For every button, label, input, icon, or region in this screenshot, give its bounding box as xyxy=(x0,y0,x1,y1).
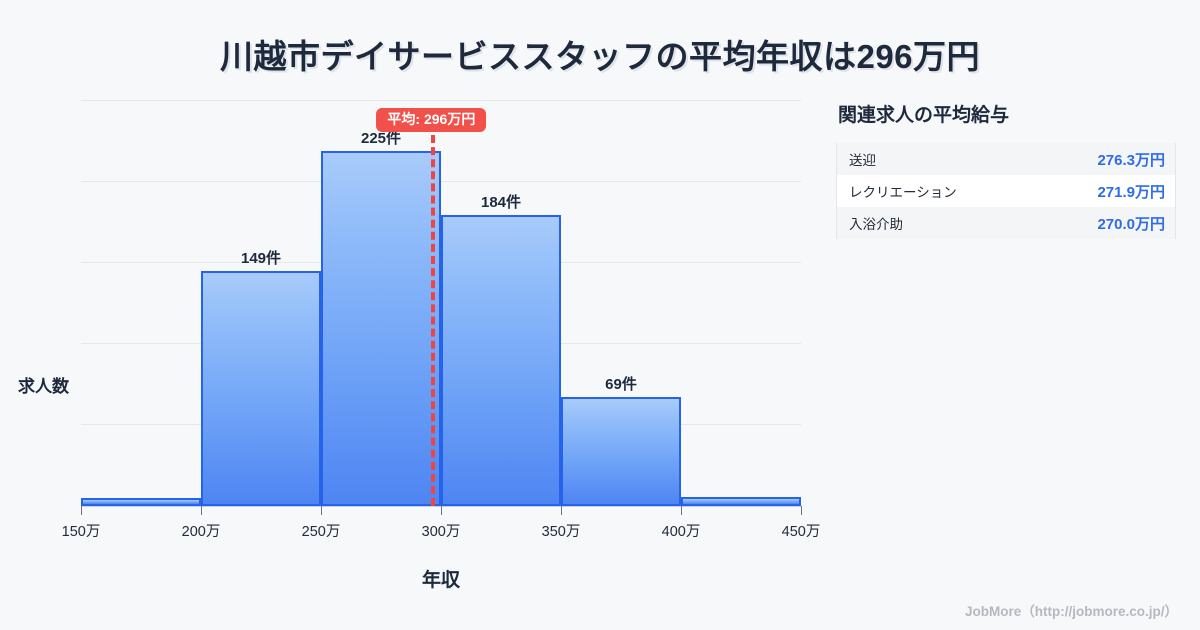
related-salary-value: 270.0万円 xyxy=(1097,215,1165,233)
x-axis-tick xyxy=(681,506,682,515)
x-axis-tick xyxy=(441,506,442,515)
related-salary-row: 送迎 276.3万円 xyxy=(837,143,1175,175)
x-axis-tick xyxy=(81,506,82,515)
related-salary-label: レクリエーション xyxy=(849,185,957,200)
related-salary-label: 入浴介助 xyxy=(849,217,903,232)
x-axis-tick xyxy=(201,506,202,515)
bar-value-label: 69件 xyxy=(605,375,637,393)
histogram-bar xyxy=(561,397,681,506)
related-salary-title: 関連求人の平均給与 xyxy=(838,105,1010,126)
average-line xyxy=(431,135,436,506)
related-salary-panel: 関連求人の平均給与 送迎 276.3万円レクリエーション 271.9万円入浴介助 27… xyxy=(836,100,1176,239)
page-title: 川越市デイサービススタッフの平均年収は296万円 xyxy=(219,38,981,75)
average-badge: 平均: 296万円 xyxy=(376,108,487,133)
x-axis-tick-label: 250万 xyxy=(301,524,341,540)
related-salary-row: 入浴介助 270.0万円 xyxy=(837,207,1175,239)
x-axis-tick-label: 400万 xyxy=(661,524,701,540)
related-salary-value: 271.9万円 xyxy=(1097,183,1165,201)
histogram-bar xyxy=(321,150,441,506)
histogram-chart: 求人数 149件 225件 184件 69件 150万 200万 250万 300万 350万… xyxy=(0,95,820,540)
gridline xyxy=(81,100,801,101)
related-salary-row: レクリエーション 271.9万円 xyxy=(837,175,1175,207)
watermark-footer: JobMore（http://jobmore.co.jp/） xyxy=(965,604,1178,619)
x-axis-tick xyxy=(561,506,562,515)
x-axis-title: 年収 xyxy=(421,570,460,591)
histogram-bar xyxy=(81,498,201,506)
plot-area: 149件 225件 184件 69件 150万 200万 250万 300万 350万 400万… xyxy=(62,100,820,540)
histogram-bar xyxy=(681,496,801,506)
related-salary-table: 送迎 276.3万円レクリエーション 271.9万円入浴介助 270.0万円 xyxy=(836,143,1176,239)
x-axis-tick-label: 300万 xyxy=(421,524,461,540)
gridline xyxy=(81,181,801,182)
related-salary-label: 送迎 xyxy=(849,153,876,168)
x-axis-tick-label: 350万 xyxy=(541,524,581,540)
bar-value-label: 225件 xyxy=(360,129,402,147)
bar-value-label: 149件 xyxy=(240,249,282,267)
x-axis-tick-label: 150万 xyxy=(61,524,101,540)
bar-value-label: 184件 xyxy=(480,194,522,212)
histogram-bar xyxy=(441,215,561,506)
x-axis-tick-label: 450万 xyxy=(781,524,821,540)
histogram-bar xyxy=(201,270,321,506)
related-salary-value: 276.3万円 xyxy=(1097,151,1165,169)
x-axis-tick-label: 200万 xyxy=(181,524,221,540)
y-axis-title: 求人数 xyxy=(18,377,69,396)
x-axis-tick xyxy=(801,506,802,515)
x-axis-tick xyxy=(321,506,322,515)
